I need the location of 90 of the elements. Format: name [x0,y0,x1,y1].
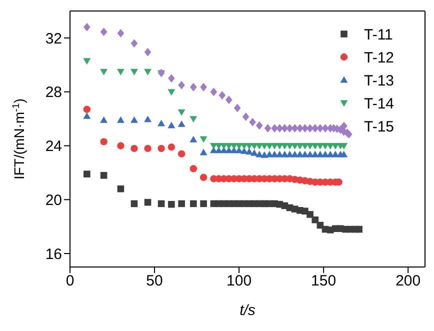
legend-label: T-12 [364,49,394,66]
point [144,116,152,122]
point [100,116,108,123]
point [245,148,253,155]
point [168,122,176,128]
point [218,90,226,100]
point [100,138,108,146]
legend-label: T-11 [364,26,393,44]
point [100,172,108,179]
x-tick-label: 0 [66,272,74,290]
point [264,124,272,132]
y-tick-label: 24 [45,138,62,156]
point [210,88,218,96]
point [84,170,90,178]
point [340,150,348,158]
point [178,200,185,208]
point [281,124,288,132]
point [144,144,152,152]
point [226,96,232,104]
point [242,112,250,122]
point [158,120,166,126]
point [234,104,241,112]
point [168,143,176,151]
point [100,68,108,76]
point [178,120,186,127]
point [178,150,186,158]
point [200,82,207,92]
point [190,165,198,172]
point [190,200,197,208]
point [117,142,124,150]
y-tick-label: 16 [45,246,62,263]
point [130,200,138,208]
point [83,106,91,113]
point [130,39,138,48]
point [356,226,362,233]
point [302,124,308,132]
x-tick-label: 100 [226,272,252,290]
point [200,200,207,208]
point [158,144,165,152]
point [271,124,278,132]
y-tick-label: 28 [45,84,62,102]
point [130,144,138,152]
point [306,124,314,132]
point [190,116,198,123]
point [144,48,152,56]
legend-label: T-14 [364,95,394,112]
point [178,109,186,116]
point [260,151,268,158]
point [83,112,91,119]
x-axis-title: t/s [240,302,256,319]
point [158,200,165,208]
x-tick-label: 200 [396,272,421,290]
point [178,80,185,90]
point [256,121,263,130]
point [276,124,284,132]
point [296,124,304,132]
point [168,200,175,208]
point [144,68,152,76]
point [144,198,152,206]
point [286,124,294,132]
point [200,174,208,181]
point [200,148,208,156]
point [116,68,124,76]
y-tick-label: 32 [45,30,62,48]
point [249,118,256,126]
point [130,116,138,123]
point [83,58,91,65]
point [312,216,319,224]
point [316,124,324,132]
point [117,28,124,38]
point [168,74,175,83]
point [190,136,198,142]
point [306,211,314,218]
point [116,116,124,123]
legend-label: T-13 [364,72,394,90]
point [250,149,258,156]
point [130,68,138,76]
point [190,82,197,92]
point [312,124,319,132]
point [117,185,124,192]
point [84,22,90,32]
point [322,124,329,132]
point [100,28,108,36]
x-tick-label: 150 [311,272,336,290]
legend-label: T-15 [364,118,394,136]
point [291,124,298,132]
y-tick-label: 20 [45,192,62,209]
point [200,136,208,143]
x-tick-label: 50 [146,272,163,290]
point [168,89,176,96]
